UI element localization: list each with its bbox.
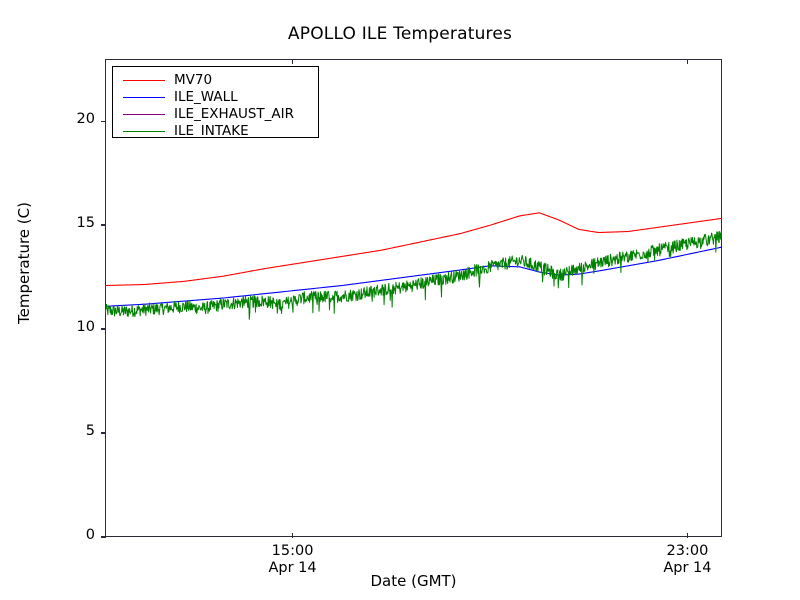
chart-title: APOLLO ILE Temperatures: [287, 24, 513, 44]
x-tick-label: 15:00 Apr 14: [268, 543, 317, 576]
legend-swatch-icon: [123, 79, 165, 81]
y-tick-label: 0: [85, 527, 95, 543]
legend-swatch-icon: [123, 96, 165, 98]
x-tick-label: 23:00 Apr 14: [663, 543, 712, 576]
plot-area: [105, 212, 722, 320]
x-axis-label: Date (GMT): [370, 572, 457, 590]
legend-item-ile_intake[interactable]: ILE_INTAKE: [113, 123, 318, 139]
legend-box: MV70 ILE_WALL ILE_EXHAUST_AIR ILE_INTAKE: [112, 66, 319, 139]
y-tick-label: 20: [76, 111, 95, 128]
plot-frame: [105, 59, 722, 537]
y-tick-mark: [101, 224, 106, 227]
y-tick-label: 10: [76, 319, 95, 336]
y-tick-mark: [101, 432, 106, 434]
x-tick-mark: [291, 533, 294, 538]
legend-label: ILE_INTAKE: [174, 123, 249, 139]
legend-label: MV70: [174, 72, 213, 88]
series-line-ile_intake: [105, 230, 722, 320]
series-line-mv70: [105, 212, 722, 287]
legend-swatch-icon: [123, 113, 165, 115]
y-axis-label: Temperature (C): [15, 202, 33, 324]
x-tick-mark: [686, 533, 689, 538]
y-tick-mark: [101, 536, 106, 538]
x-tick-mark-top: [686, 59, 689, 64]
legend-item-ile_wall[interactable]: ILE_WALL: [113, 89, 318, 105]
series-line-ile_wall: [105, 246, 722, 307]
y-tick-label: 5: [85, 423, 95, 440]
legend-label: ILE_EXHAUST_AIR: [174, 106, 294, 122]
legend-label: ILE_WALL: [174, 89, 238, 105]
legend-item-mv70[interactable]: MV70: [113, 72, 318, 88]
legend-swatch-icon: [123, 130, 165, 132]
y-tick-mark: [101, 328, 106, 330]
x-tick-mark-top: [291, 59, 294, 64]
legend-item-ile_exhaust_air[interactable]: ILE_EXHAUST_AIR: [113, 106, 318, 122]
y-tick-label: 15: [76, 215, 95, 232]
y-tick-mark: [101, 120, 106, 123]
